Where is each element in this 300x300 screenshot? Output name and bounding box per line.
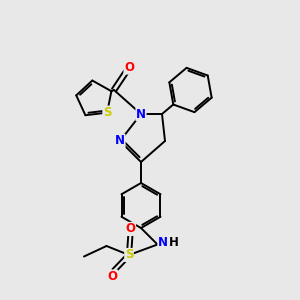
Text: H: H bbox=[169, 236, 179, 250]
Text: N: N bbox=[115, 134, 125, 148]
Text: O: O bbox=[124, 61, 134, 74]
Text: N: N bbox=[158, 236, 168, 250]
Text: O: O bbox=[107, 270, 118, 283]
Text: S: S bbox=[125, 248, 133, 262]
Text: S: S bbox=[103, 106, 111, 119]
Text: O: O bbox=[125, 222, 136, 236]
Text: N: N bbox=[136, 107, 146, 121]
